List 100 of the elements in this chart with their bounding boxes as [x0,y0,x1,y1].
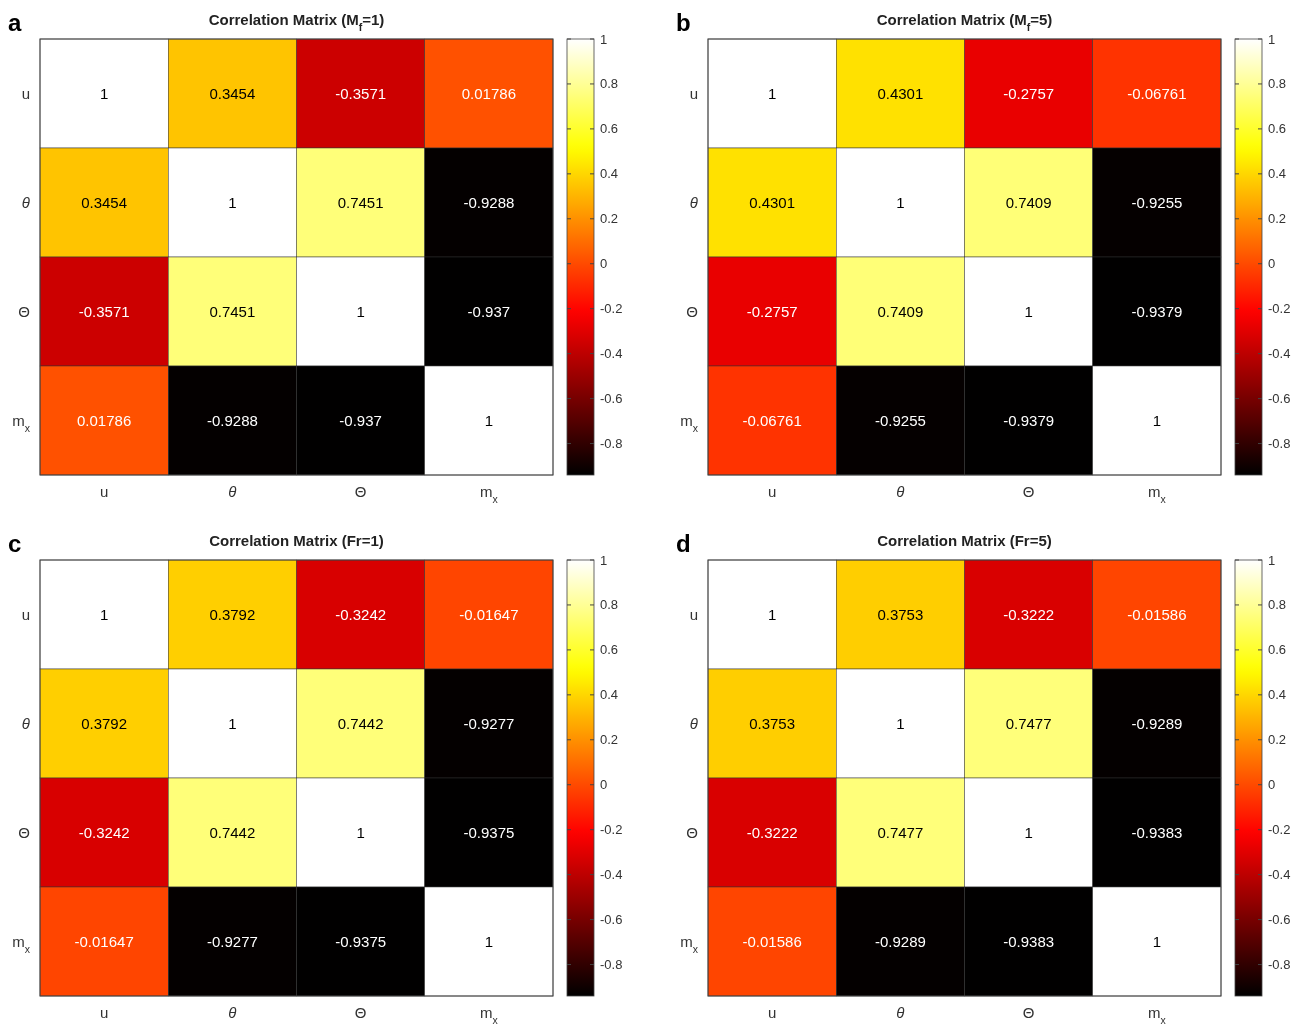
color-bar-label: 0.2 [600,211,619,227]
x-tick-label: Θ [354,1004,367,1021]
color-bar-label: -0.6 [1268,912,1291,928]
x-tick-label: θ [896,483,905,500]
data-label: 1 [99,605,109,623]
color-bar-label: 0.8 [600,597,619,613]
color-bar-label: -0.4 [1268,346,1291,362]
data-label: 0.3753 [877,605,924,623]
text: c [8,530,22,557]
data-label: 1 [1024,302,1033,320]
x-tick-label: m$_{x}$ [480,1004,499,1026]
chart-title: Correlation Matrix (Fr=1) [209,532,384,549]
x-tick-label: Θ [1022,1004,1035,1021]
color-bar-label: -0.2 [1268,301,1291,317]
y-tick-label: m$_{x}$ [680,932,699,955]
color-bar-label: 0.6 [600,121,619,137]
x-tick-label: θ [228,483,237,500]
color-bar-label: 0.8 [1268,597,1287,613]
y-tick-label: θ [689,714,698,732]
color-bar-label: -0.2 [1268,822,1291,838]
data-label: -0.9288 [463,193,515,211]
color-bar-label: -0.6 [1268,391,1291,407]
color-bar-label: 1 [600,31,608,47]
data-label: -0.9255 [874,411,926,429]
color-bar-label: 0.6 [1268,121,1287,137]
data-label: 1 [1152,411,1162,429]
color-bar-label: 0 [600,256,608,272]
data-label: 1 [356,302,365,320]
color-bar-label: 0.4 [1268,166,1287,182]
data-label: 0.4301 [877,84,924,102]
y-tick-label: Θ [18,823,30,841]
x-tick-label: u [767,483,777,500]
color-bar-label: 0.2 [1268,211,1287,227]
x-tick-label: m$_{x}$ [1148,483,1167,505]
color-bar-label: -0.6 [600,912,623,928]
data-label: -0.9277 [463,714,515,732]
data-label: -0.937 [339,411,382,429]
color-bar-label: 0.6 [600,642,619,658]
color-bar-label: -0.8 [600,436,623,452]
y-tick-label: u [689,84,698,102]
y-tick-label: θ [689,193,698,211]
data-label: -0.3242 [335,605,387,623]
color-bar-label: 1 [1268,552,1276,568]
data-label: 0.3753 [749,714,796,732]
data-label: 0.7409 [1005,193,1052,211]
data-label: 0.7477 [877,823,924,841]
x-tick-label: u [767,1004,777,1021]
data-label: -0.9288 [206,411,258,429]
color-bar-label: 0.6 [1268,642,1287,658]
text: d [676,530,691,557]
x-tick-label: u [99,1004,109,1021]
data-label: 0.4301 [749,193,796,211]
y-tick-label: u [21,84,30,102]
color-bar-label: -0.8 [1268,957,1291,973]
data-label: 1 [767,84,777,102]
text: a [8,9,22,36]
x-tick-label: θ [896,1004,905,1021]
data-label: 1 [767,605,777,623]
data-label: 0.01786 [77,411,132,429]
color-bar-label: 0 [600,777,608,793]
data-label: -0.9289 [1131,714,1183,732]
x-tick-label: Θ [1022,483,1035,500]
color-bar-label: 0.4 [1268,687,1287,703]
data-label: 0.7451 [209,302,256,320]
data-label: 1 [228,193,237,211]
data-label: -0.2757 [746,302,798,320]
color-bar-label: -0.6 [600,391,623,407]
data-label: 0.01786 [461,84,516,102]
color-bar-label: 0.8 [600,76,619,92]
color-bar-label: -0.4 [600,867,623,883]
data-label: -0.3222 [746,823,798,841]
data-label: 0.7409 [877,302,924,320]
data-label: 0.7442 [337,714,384,732]
y-tick-label: Θ [686,823,698,841]
x-tick-label: Θ [354,483,367,500]
color-bar-label: 0.2 [600,732,619,748]
data-label: -0.9277 [206,932,258,950]
data-label: 0.3792 [209,605,256,623]
color-bar-label: -0.2 [600,822,623,838]
data-label: 1 [484,411,494,429]
color-bar-label: 1 [1268,31,1276,47]
data-label: -0.9255 [1131,193,1183,211]
color-bar-label: 0 [1268,777,1276,793]
data-label: -0.01647 [74,932,134,950]
data-label: 1 [356,823,365,841]
data-label: -0.9379 [1003,411,1055,429]
y-tick-label: m$_{x}$ [12,932,31,955]
data-label: -0.3242 [78,823,130,841]
data-label: -0.01586 [1127,605,1187,623]
x-tick-label: θ [228,1004,237,1021]
data-label: -0.937 [467,302,511,320]
y-tick-label: m$_{x}$ [680,411,699,434]
color-bar-label: 0.8 [1268,76,1287,92]
y-tick-label: m$_{x}$ [12,411,31,434]
y-tick-label: Θ [686,302,698,320]
data-label: -0.9379 [1131,302,1183,320]
data-label: 0.7477 [1005,714,1052,732]
data-label: -0.9375 [335,932,387,950]
data-label: 1 [1024,823,1033,841]
color-bar-label: 1 [600,552,608,568]
